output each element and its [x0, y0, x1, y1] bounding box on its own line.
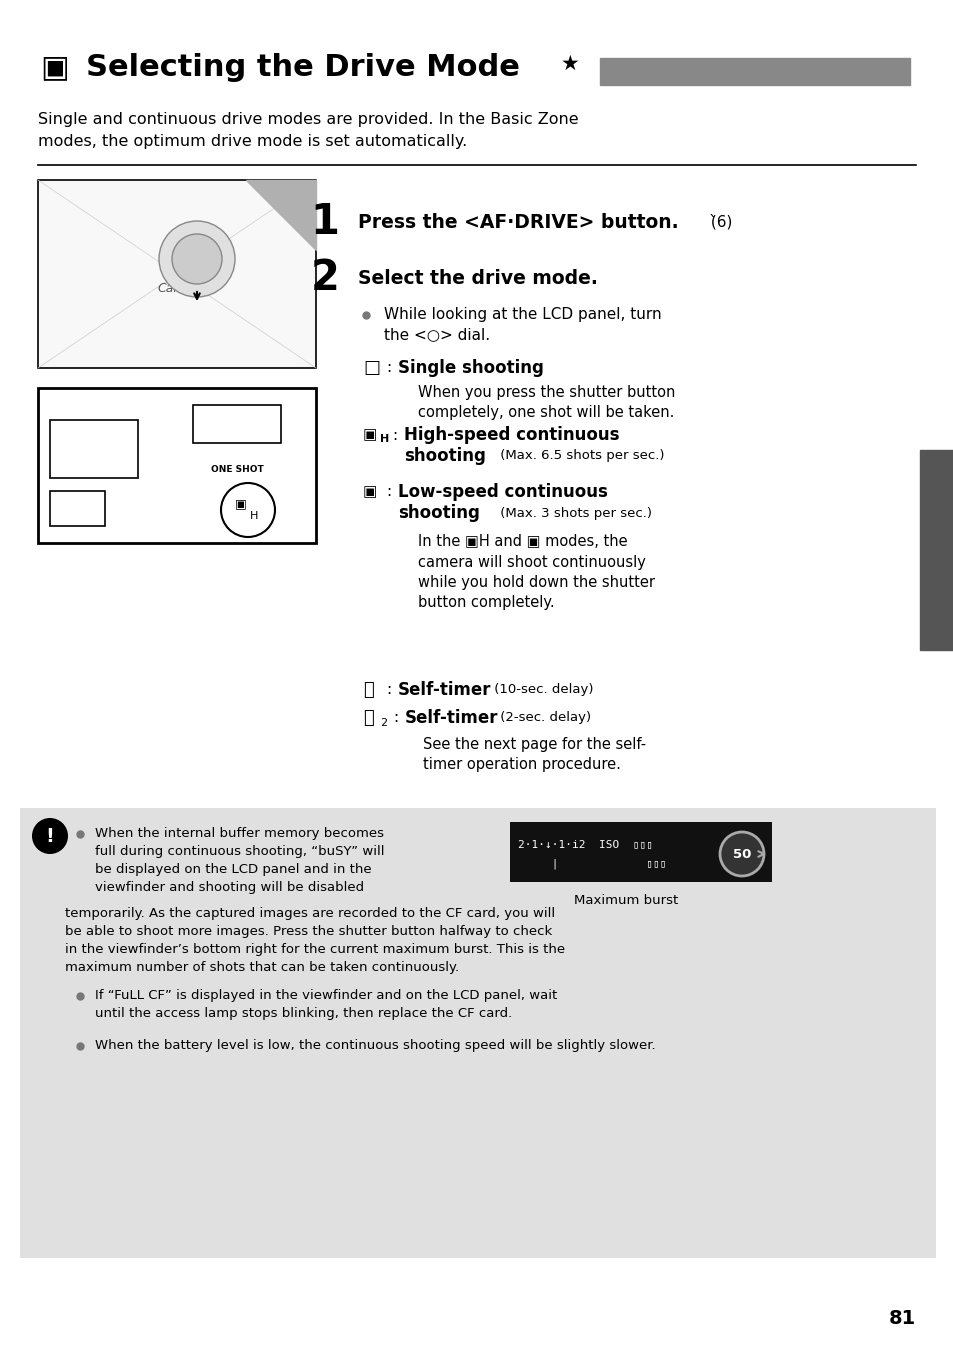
Text: be displayed on the LCD panel and in the: be displayed on the LCD panel and in the [95, 863, 372, 877]
Text: :: : [392, 428, 396, 443]
Text: While looking at the LCD panel, turn: While looking at the LCD panel, turn [384, 308, 661, 323]
Text: |             ▯▯▯: | ▯▯▯ [517, 858, 666, 869]
Text: 2·1·↓·1·i2  ISO  ▯▯▯: 2·1·↓·1·i2 ISO ▯▯▯ [517, 839, 652, 849]
Text: Low-speed continuous: Low-speed continuous [397, 483, 607, 500]
Text: 81: 81 [888, 1309, 915, 1328]
Text: timer operation procedure.: timer operation procedure. [422, 756, 620, 772]
Text: ⌛: ⌛ [363, 709, 374, 728]
Text: Maximum burst: Maximum burst [574, 893, 678, 907]
Bar [50, 420, 138, 477]
Text: viewfinder and shooting will be disabled: viewfinder and shooting will be disabled [95, 881, 364, 894]
Text: ⌛: ⌛ [363, 681, 374, 699]
Bar [510, 822, 771, 882]
Bar [38, 387, 315, 543]
Text: the <○> dial.: the <○> dial. [384, 327, 490, 343]
Bar [919, 451, 953, 650]
Text: maximum number of shots that can be taken continuously.: maximum number of shots that can be take… [65, 962, 458, 975]
Text: Self-timer: Self-timer [405, 709, 498, 728]
Circle shape [32, 818, 68, 854]
Text: If “FuLL CF” is displayed in the viewfinder and on the LCD panel, wait: If “FuLL CF” is displayed in the viewfin… [95, 990, 557, 1002]
Bar [20, 808, 935, 1258]
Text: (Max. 3 shots per sec.): (Max. 3 shots per sec.) [496, 507, 651, 519]
Text: Single shooting: Single shooting [397, 359, 543, 377]
Text: :: : [393, 710, 397, 725]
Text: (Max. 6.5 shots per sec.): (Max. 6.5 shots per sec.) [496, 449, 664, 463]
Circle shape [720, 833, 763, 876]
Text: ▣: ▣ [363, 428, 377, 443]
Text: camera will shoot continuously: camera will shoot continuously [417, 554, 645, 569]
Text: □: □ [363, 359, 379, 377]
Text: completely, one shot will be taken.: completely, one shot will be taken. [417, 405, 674, 420]
Text: 2: 2 [311, 257, 339, 299]
Bar [193, 405, 281, 443]
Text: while you hold down the shutter: while you hold down the shutter [417, 574, 655, 589]
Text: In the ▣H and ▣ modes, the: In the ▣H and ▣ modes, the [417, 534, 627, 550]
Text: full during continuous shooting, “buSY” will: full during continuous shooting, “buSY” … [95, 846, 384, 858]
Circle shape [221, 483, 274, 537]
Text: Canon: Canon [157, 282, 196, 296]
Text: H: H [250, 511, 258, 521]
Polygon shape [246, 180, 315, 250]
Text: button completely.: button completely. [417, 594, 554, 609]
Text: When you press the shutter button: When you press the shutter button [417, 385, 675, 399]
Bar [38, 180, 315, 369]
Text: 2: 2 [379, 718, 387, 728]
Text: When the battery level is low, the continuous shooting speed will be slightly sl: When the battery level is low, the conti… [95, 1040, 655, 1053]
Text: Self-timer: Self-timer [397, 681, 491, 699]
Text: High-speed continuous: High-speed continuous [403, 426, 618, 444]
Text: Press the <AF·DRIVE> button.: Press the <AF·DRIVE> button. [357, 213, 678, 231]
Text: ONE SHOT: ONE SHOT [211, 465, 263, 475]
Bar [50, 491, 105, 526]
Circle shape [172, 234, 222, 284]
Text: ▣: ▣ [363, 484, 377, 499]
Text: temporarily. As the captured images are recorded to the CF card, you will: temporarily. As the captured images are … [65, 908, 555, 920]
Text: Selecting the Drive Mode: Selecting the Drive Mode [86, 54, 519, 82]
Text: ▣: ▣ [234, 498, 247, 511]
Text: modes, the optimum drive mode is set automatically.: modes, the optimum drive mode is set aut… [38, 134, 467, 149]
Text: See the next page for the self-: See the next page for the self- [422, 737, 645, 752]
Text: ▣: ▣ [40, 54, 69, 82]
Text: :: : [386, 484, 391, 499]
Text: :: : [386, 360, 391, 375]
Text: Select the drive mode.: Select the drive mode. [357, 269, 598, 288]
Circle shape [159, 221, 234, 297]
Text: in the viewfinder’s bottom right for the current maximum burst. This is the: in the viewfinder’s bottom right for the… [65, 943, 564, 956]
Text: When the internal buffer memory becomes: When the internal buffer memory becomes [95, 827, 384, 841]
Text: ★: ★ [560, 54, 579, 74]
Text: Single and continuous drive modes are provided. In the Basic Zone: Single and continuous drive modes are pr… [38, 112, 578, 126]
Text: (10-sec. delay): (10-sec. delay) [490, 683, 593, 697]
Text: H: H [379, 434, 389, 444]
Text: !: ! [46, 826, 54, 846]
Text: until the access lamp stops blinking, then replace the CF card.: until the access lamp stops blinking, th… [95, 1007, 512, 1021]
Bar [599, 58, 909, 85]
Text: 50: 50 [732, 847, 750, 861]
Text: shooting: shooting [397, 504, 479, 522]
Text: :: : [386, 682, 391, 698]
Text: (2-sec. delay): (2-sec. delay) [496, 712, 591, 725]
Text: (̀6): (̀6) [705, 214, 732, 230]
Text: be able to shoot more images. Press the shutter button halfway to check: be able to shoot more images. Press the … [65, 925, 552, 939]
Text: shooting: shooting [403, 447, 485, 465]
Text: 1: 1 [310, 200, 339, 243]
